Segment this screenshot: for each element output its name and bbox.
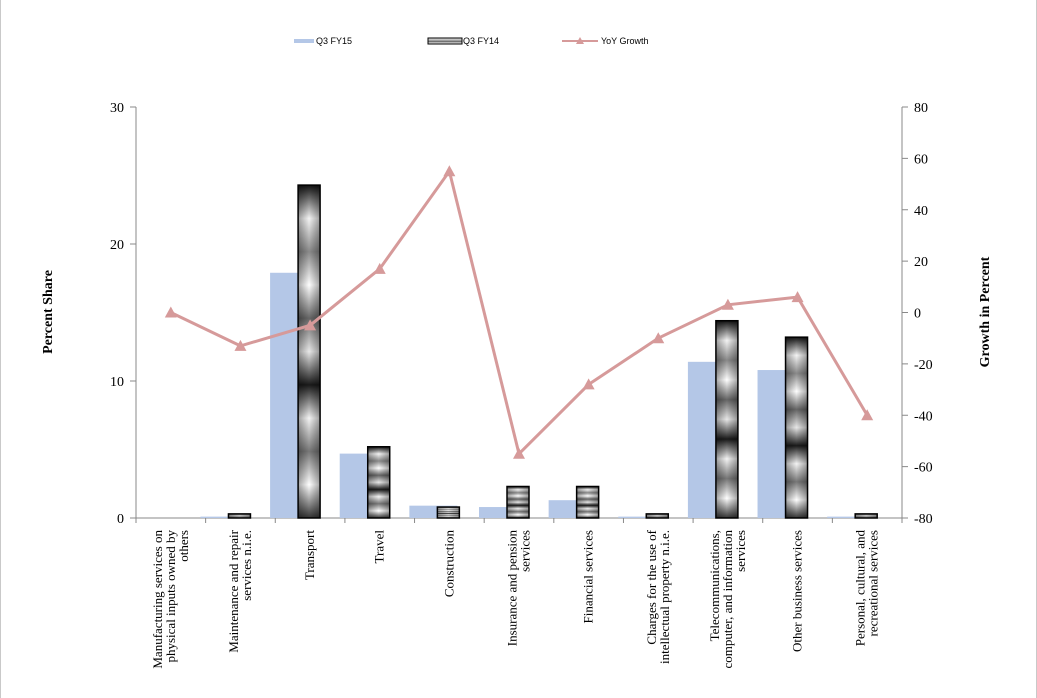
category-label: Financial services [581,530,596,624]
bar-q3fy14-shade [576,486,599,518]
category-label: Manufacturing services on [150,530,165,669]
growth-marker [721,298,734,310]
category-label: Telecommunications, [707,530,722,641]
growth-line-series [164,165,874,459]
y2-tick-label: 60 [914,152,928,167]
category-label: services n.i.e. [239,530,254,601]
legend-label-q3fy15: Q3 FY15 [316,36,352,46]
category-label: Transport [302,530,317,580]
y-tick-label: 20 [110,238,124,253]
y2-tick-label: 20 [914,255,928,270]
category-label: Travel [372,530,387,564]
y2-tick-label: 40 [914,204,928,219]
bar-q3fy14-shade [367,446,390,518]
bars [200,184,878,519]
category-label: Construction [441,530,456,598]
category-label: Other business services [790,530,805,652]
legend-marker-yoy-growth [576,37,584,44]
growth-marker [304,319,317,331]
category-label: Insurance and pension [505,530,520,647]
y2-tick-label: 80 [914,101,928,116]
category-label: recreational services [866,530,881,636]
y2-tick-label: -20 [914,358,933,373]
category-label: computer, and information [720,530,735,669]
category-label: Charges for the use of [644,529,659,644]
y-tick-label: 30 [110,101,124,116]
legend: Q3 FY15 Q3 FY14 YoY Growth [294,36,649,46]
frame-edge-left [0,0,1,698]
y-tick-label: 0 [117,512,124,527]
bar-q3fy14-shade [646,513,669,518]
category-label: services [518,530,533,572]
bar-q3fy14-shade [855,513,878,518]
legend-swatch-q3fy15 [294,39,314,43]
bar-q3fy14-shade [228,513,251,518]
category-label: Personal, cultural, and [853,530,868,647]
bar-q3fy15 [200,516,249,518]
bar-q3fy15 [827,516,876,518]
y2-tick-label: -80 [914,512,933,527]
bar-q3fy14-shade [715,320,738,518]
growth-marker [443,165,456,177]
growth-marker [861,409,874,421]
growth-marker [582,378,595,390]
y2-axis-title: Growth in Percent [978,256,993,367]
growth-marker [791,291,804,303]
legend-swatch-q3fy14 [427,37,463,45]
category-label: services [733,530,748,572]
y-tick-label: 10 [110,375,124,390]
growth-marker [513,447,525,459]
axes: 0 10 20 30 -80 -60 -40 -20 0 20 40 60 80 [110,101,933,527]
bar-q3fy14-shade [785,337,808,518]
legend-label-q3fy14: Q3 FY14 [463,36,499,46]
category-label: physical inputs owned by [163,530,178,663]
bar-q3fy15 [479,507,527,518]
bar-q3fy15 [618,516,667,518]
bar-q3fy14-shade [437,507,460,518]
y2-tick-label: -40 [914,409,933,424]
growth-marker [652,332,665,344]
y2-tick-label: -60 [914,461,933,476]
growth-marker [373,262,386,274]
y2-tick-label: 0 [914,307,921,322]
legend-label-yoy-growth: YoY Growth [601,36,649,46]
growth-marker [234,339,247,351]
bar-q3fy14-shade [507,486,529,518]
category-label: others [176,530,191,562]
y-axis-title: Percent Share [41,270,56,354]
category-label: Maintenance and repair [226,529,241,652]
bar-q3fy14-shade [298,185,321,518]
category-label: intellectual property n.i.e. [657,530,672,664]
growth-marker [164,306,177,318]
